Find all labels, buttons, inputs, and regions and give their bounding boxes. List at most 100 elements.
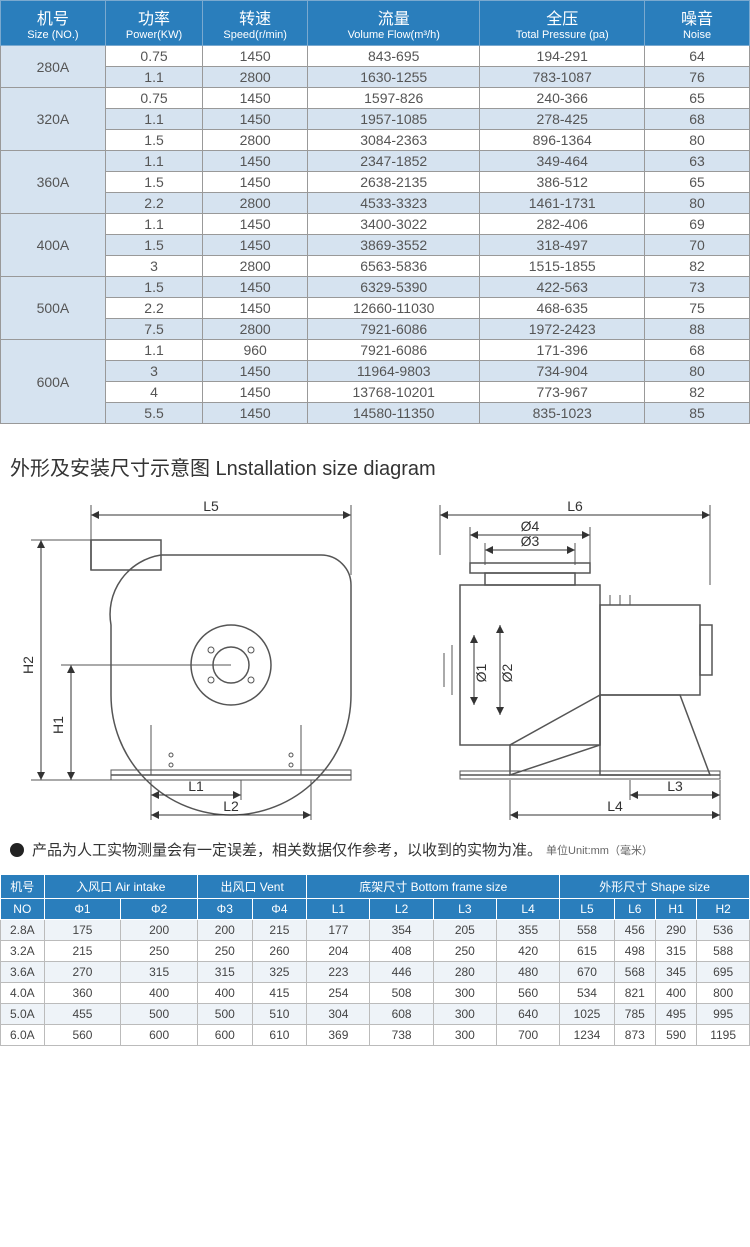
dim-cell: 873 (614, 1025, 655, 1046)
size-cell: 360A (1, 151, 106, 214)
dim-cell: 254 (307, 983, 370, 1004)
dim-cell: 300 (433, 1025, 496, 1046)
cell-power: 1.5 (105, 130, 202, 151)
dim-cell: 400 (655, 983, 696, 1004)
spec-header-3: 流量Volume Flow(m³/h) (308, 1, 480, 46)
dim-cell: 995 (697, 1004, 750, 1025)
cell-noise: 68 (645, 340, 750, 361)
table-row: 1.114501957-1085278-42568 (1, 109, 750, 130)
cell-noise: 63 (645, 151, 750, 172)
size-cell: 400A (1, 214, 106, 277)
dim-sub-header-9: L5 (560, 899, 614, 920)
dim-sub-header-10: L6 (614, 899, 655, 920)
spec-header-4: 全压Total Pressure (pa) (480, 1, 645, 46)
table-row: 360A1.114502347-1852349-46463 (1, 151, 750, 172)
dim-cell: 500 (121, 1004, 198, 1025)
cell-pressure: 468-635 (480, 298, 645, 319)
cell-flow: 3400-3022 (308, 214, 480, 235)
dim-cell: 534 (560, 983, 614, 1004)
table-row: 7.528007921-60861972-242388 (1, 319, 750, 340)
diagram-front: L5 H2 H1 (11, 495, 391, 825)
dimension-table: 机号入风口 Air intake出风口 Vent底架尺寸 Bottom fram… (0, 874, 750, 1046)
cell-noise: 64 (645, 46, 750, 67)
cell-flow: 7921-6086 (308, 319, 480, 340)
dim-sub-header-11: H1 (655, 899, 696, 920)
dim-cell: 250 (433, 941, 496, 962)
dim-cell: 670 (560, 962, 614, 983)
table-row: 2.228004533-33231461-173180 (1, 193, 750, 214)
cell-speed: 1450 (203, 172, 308, 193)
spec-header-0: 机号Size (NO.) (1, 1, 106, 46)
dim-cell: 500 (198, 1004, 253, 1025)
dim-L3: L3 (667, 778, 683, 794)
dim-cell: 177 (307, 920, 370, 941)
dim-sub-header-7: L3 (433, 899, 496, 920)
cell-flow: 6329-5390 (308, 277, 480, 298)
dim-cell: 560 (44, 1025, 121, 1046)
cell-pressure: 318-497 (480, 235, 645, 256)
dim-group-header-0: 机号 (1, 875, 45, 899)
cell-power: 3 (105, 256, 202, 277)
cell-flow: 7921-6086 (308, 340, 480, 361)
cell-noise: 82 (645, 382, 750, 403)
dimension-table-head: 机号入风口 Air intake出风口 Vent底架尺寸 Bottom fram… (1, 875, 750, 920)
cell-speed: 1450 (203, 382, 308, 403)
cell-pressure: 240-366 (480, 88, 645, 109)
table-row: 600A1.19607921-6086171-39668 (1, 340, 750, 361)
cell-flow: 2347-1852 (308, 151, 480, 172)
dim-group-header-2: 出风口 Vent (198, 875, 307, 899)
dim-cell: 354 (370, 920, 433, 941)
dim-L4: L4 (607, 798, 623, 814)
dim-L6: L6 (567, 498, 583, 514)
spec-table: 机号Size (NO.)功率Power(KW)转速Speed(r/min)流量V… (0, 0, 750, 424)
table-row: 1.514503869-3552318-49770 (1, 235, 750, 256)
cell-pressure: 282-406 (480, 214, 645, 235)
dim-cell: 400 (121, 983, 198, 1004)
dim-cell: 536 (697, 920, 750, 941)
note-text: 产品为人工实物测量会有一定误差，相关数据仅作参考，以收到的实物为准。 (32, 839, 542, 860)
cell-noise: 82 (645, 256, 750, 277)
cell-speed: 960 (203, 340, 308, 361)
cell-power: 7.5 (105, 319, 202, 340)
cell-pressure: 1972-2423 (480, 319, 645, 340)
dim-cell: 204 (307, 941, 370, 962)
cell-speed: 1450 (203, 235, 308, 256)
dim-cell: 304 (307, 1004, 370, 1025)
dim-cell: 315 (655, 941, 696, 962)
dim-cell: 408 (370, 941, 433, 962)
table-row: 1.528003084-2363896-136480 (1, 130, 750, 151)
spec-header-2: 转速Speed(r/min) (203, 1, 308, 46)
dim-cell: 700 (496, 1025, 559, 1046)
cell-flow: 3869-3552 (308, 235, 480, 256)
dim-cell: 3.2A (1, 941, 45, 962)
table-row: 3145011964-9803734-90480 (1, 361, 750, 382)
cell-power: 2.2 (105, 298, 202, 319)
table-row: 400A1.114503400-3022282-40669 (1, 214, 750, 235)
dim-cell: 345 (655, 962, 696, 983)
dim-sub-header-5: L1 (307, 899, 370, 920)
dim-cell: 315 (121, 962, 198, 983)
dim-cell: 456 (614, 920, 655, 941)
dim-cell: 821 (614, 983, 655, 1004)
dim-cell: 1195 (697, 1025, 750, 1046)
cell-pressure: 422-563 (480, 277, 645, 298)
dim-cell: 250 (198, 941, 253, 962)
table-row: 3.6A270315315325223446280480670568345695 (1, 962, 750, 983)
cell-power: 1.1 (105, 214, 202, 235)
cell-flow: 6563-5836 (308, 256, 480, 277)
dim-group-header-1: 入风口 Air intake (44, 875, 197, 899)
dim-cell: 3.6A (1, 962, 45, 983)
cell-speed: 2800 (203, 130, 308, 151)
dim-sub-header-12: H2 (697, 899, 750, 920)
spec-header-5: 噪音Noise (645, 1, 750, 46)
dim-cell: 355 (496, 920, 559, 941)
cell-pressure: 278-425 (480, 109, 645, 130)
cell-speed: 1450 (203, 151, 308, 172)
dim-sub-header-8: L4 (496, 899, 559, 920)
cell-noise: 68 (645, 109, 750, 130)
cell-power: 1.5 (105, 235, 202, 256)
dim-cell: 508 (370, 983, 433, 1004)
dim-cell: 600 (198, 1025, 253, 1046)
cell-power: 0.75 (105, 46, 202, 67)
table-row: 6.0A560600600610369738300700123487359011… (1, 1025, 750, 1046)
